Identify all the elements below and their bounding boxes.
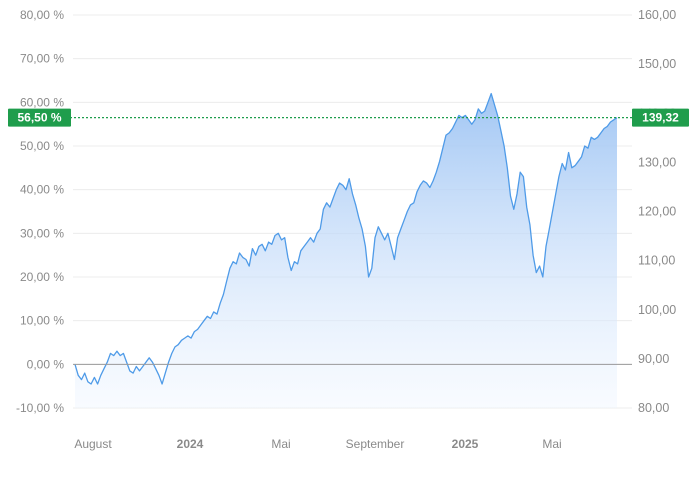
current-price-badge: 139,32	[632, 108, 689, 127]
left-tick-label: 70,00 %	[20, 52, 64, 66]
right-tick-label: 120,00	[638, 205, 676, 219]
x-tick-label: 2024	[177, 437, 204, 451]
current-percent-badge: 56,50 %	[8, 108, 71, 127]
x-tick-label: September	[346, 437, 405, 451]
right-tick-label: 160,00	[638, 8, 676, 22]
left-tick-label: 80,00 %	[20, 8, 64, 22]
right-tick-label: 130,00	[638, 155, 676, 169]
x-tick-label: August	[74, 437, 112, 451]
series-layer	[74, 92, 618, 408]
left-tick-label: 40,00 %	[20, 183, 64, 197]
price-line	[74, 92, 618, 385]
right-tick-label: 150,00	[638, 57, 676, 71]
left-tick-label: 30,00 %	[20, 226, 64, 240]
left-tick-label: 60,00 %	[20, 95, 64, 109]
right-tick-label: 110,00	[638, 254, 675, 268]
left-tick-label: 10,00 %	[20, 314, 64, 328]
current-percent-label: 56,50 %	[17, 111, 61, 125]
left-tick-label: 20,00 %	[20, 270, 64, 284]
left-tick-label: 0,00 %	[27, 357, 65, 371]
area-fill	[75, 93, 617, 408]
right-tick-label: 100,00	[638, 303, 676, 317]
left-tick-label: -10,00 %	[16, 401, 64, 415]
right-tick-label: 80,00	[638, 401, 669, 415]
right-tick-label: 90,00	[638, 352, 669, 366]
x-tick-label: Mai	[542, 437, 561, 451]
x-tick-label: 2025	[452, 437, 479, 451]
current-price-label: 139,32	[642, 111, 679, 125]
x-axis: August 2024 Mai September 2025 Mai	[74, 437, 561, 451]
right-axis: 160,00150,00140,00130,00120,00110,00100,…	[638, 8, 676, 415]
left-tick-label: 50,00 %	[20, 139, 64, 153]
x-tick-label: Mai	[271, 437, 290, 451]
left-axis: 80,00 % 70,00 % 60,00 % 50,00 % 40,00 % 30,00…	[16, 8, 64, 415]
